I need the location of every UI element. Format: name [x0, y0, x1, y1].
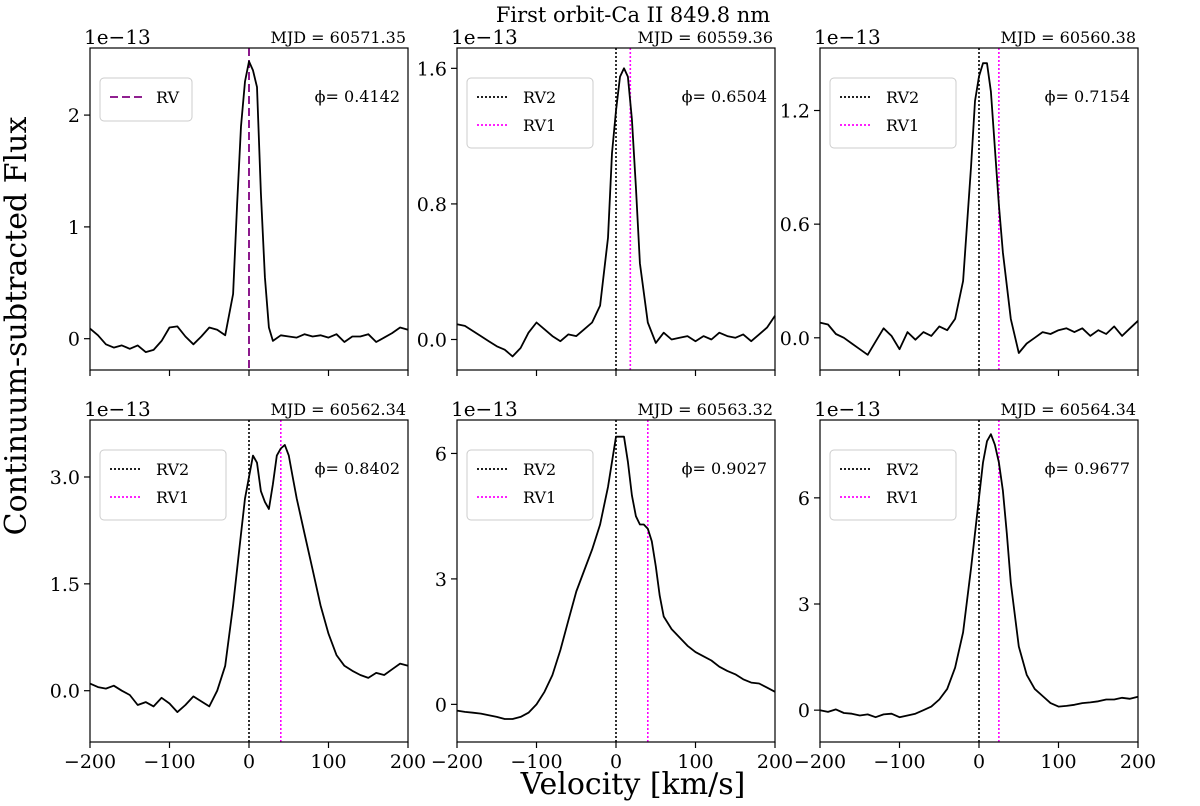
legend-label: RV2: [523, 88, 556, 107]
x-tick-label: −100: [510, 751, 562, 773]
y-tick-label: 0.0: [417, 329, 447, 351]
y-axis-label: Continuum-subtracted Flux: [0, 117, 34, 536]
panel-1: 0 1 2 1e−13 MJD = 60571.35 ϕ= 0.4142 RV: [68, 25, 409, 376]
legend-box: [829, 449, 957, 521]
y-tick-label: 6: [435, 443, 447, 465]
legend-label: RV1: [156, 488, 189, 507]
offset-multiplier: 1e−13: [814, 25, 881, 49]
x-tick-label: 100: [310, 751, 346, 773]
legend: RV: [99, 77, 193, 122]
legend-label: RV1: [523, 488, 556, 507]
y-tick-label: 1.2: [780, 101, 810, 123]
y-tick-label: 1.5: [50, 574, 80, 596]
y-tick-label: 3: [435, 569, 447, 591]
y-tick-label: 0.8: [417, 194, 447, 216]
legend-box: [466, 449, 594, 521]
legend-box: [99, 77, 193, 122]
flux-line: [819, 62, 1139, 356]
offset-multiplier: 1e−13: [451, 397, 518, 421]
flux-line: [819, 433, 1139, 719]
phase-label: ϕ= 0.7154: [1045, 87, 1130, 106]
x-tick-label: 0: [243, 751, 255, 773]
panel-2: 0.0 0.8 1.61e−13 MJD = 60559.36 ϕ= 0.6504 RV2…: [417, 25, 776, 376]
legend-label: RV2: [886, 88, 919, 107]
mjd-label: MJD = 60559.36: [637, 28, 773, 47]
x-tick-label: 0: [610, 751, 622, 773]
legend-label: RV1: [886, 116, 919, 135]
y-tick-label: 0: [68, 329, 80, 351]
legend-label: RV1: [523, 116, 556, 135]
y-tick-label: 6: [798, 488, 810, 510]
y-tick-label: 3.0: [50, 467, 80, 489]
y-tick-label: 1.6: [417, 58, 447, 80]
y-tick-label: 2: [68, 105, 80, 127]
x-tick-label: 200: [757, 751, 793, 773]
mjd-label: MJD = 60571.35: [270, 28, 406, 47]
y-tick-label: 0: [435, 694, 447, 716]
phase-label: ϕ= 0.9677: [1045, 459, 1130, 478]
x-tick-label: −200: [794, 751, 846, 773]
legend-label: RV2: [886, 460, 919, 479]
mjd-label: MJD = 60560.38: [1000, 28, 1136, 47]
legend-box: [829, 77, 957, 149]
legend-box: [99, 449, 227, 521]
x-axis-label: Velocity [km/s]: [520, 767, 746, 802]
flux-line: [456, 67, 776, 358]
x-tick-label: 100: [677, 751, 713, 773]
flux-line: [89, 60, 409, 354]
x-tick-label: 100: [1040, 751, 1076, 773]
phase-label: ϕ= 0.9027: [682, 459, 767, 478]
mjd-label: MJD = 60563.32: [637, 400, 773, 419]
legend-label: RV: [156, 88, 179, 107]
mjd-label: MJD = 60562.34: [270, 400, 406, 419]
x-tick-label: 0: [973, 751, 985, 773]
x-tick-label: −100: [873, 751, 925, 773]
figure-title: First orbit-Ca II 849.8 nm: [496, 3, 770, 27]
legend-box: [466, 77, 594, 149]
offset-multiplier: 1e−13: [84, 25, 151, 49]
phase-label: ϕ= 0.6504: [682, 87, 767, 106]
x-tick-label: −100: [143, 751, 195, 773]
y-tick-label: 3: [798, 594, 810, 616]
legend-label: RV1: [886, 488, 919, 507]
panel-4: 0.0 1.5 3.0 −200 −100 0 100 200 1e−13 MJD = 60562…: [50, 397, 426, 773]
phase-label: ϕ= 0.8402: [315, 459, 400, 478]
offset-multiplier: 1e−13: [84, 397, 151, 421]
y-tick-label: 0.0: [780, 328, 810, 350]
phase-label: ϕ= 0.4142: [315, 87, 400, 106]
offset-multiplier: 1e−13: [451, 25, 518, 49]
y-tick-label: 0.6: [780, 214, 810, 236]
x-tick-label: −200: [64, 751, 116, 773]
x-tick-label: 200: [1120, 751, 1156, 773]
flux-line: [456, 435, 776, 720]
x-tick-label: −200: [431, 751, 483, 773]
panel-6: 0 3 6 −200 −100 0 100 200 1e−13 MJD = 60564.34 ϕ= …: [794, 397, 1156, 773]
y-tick-label: 0.0: [50, 681, 80, 703]
legend-label: RV2: [523, 460, 556, 479]
offset-multiplier: 1e−13: [814, 397, 881, 421]
panel-5: 0 3 6 −200 −100 0 100 200 1e−13 MJD = 60563.32 ϕ= …: [431, 397, 793, 773]
mjd-label: MJD = 60564.34: [1000, 400, 1136, 419]
x-tick-label: 200: [390, 751, 426, 773]
legend-label: RV2: [156, 460, 189, 479]
flux-line: [89, 443, 409, 713]
panel-3: 0.0 0.6 1.2 1e−13 MJD = 60560.38 ϕ= 0.7154 RV2…: [780, 25, 1139, 376]
y-tick-label: 1: [68, 217, 80, 239]
y-tick-label: 0: [798, 700, 810, 722]
